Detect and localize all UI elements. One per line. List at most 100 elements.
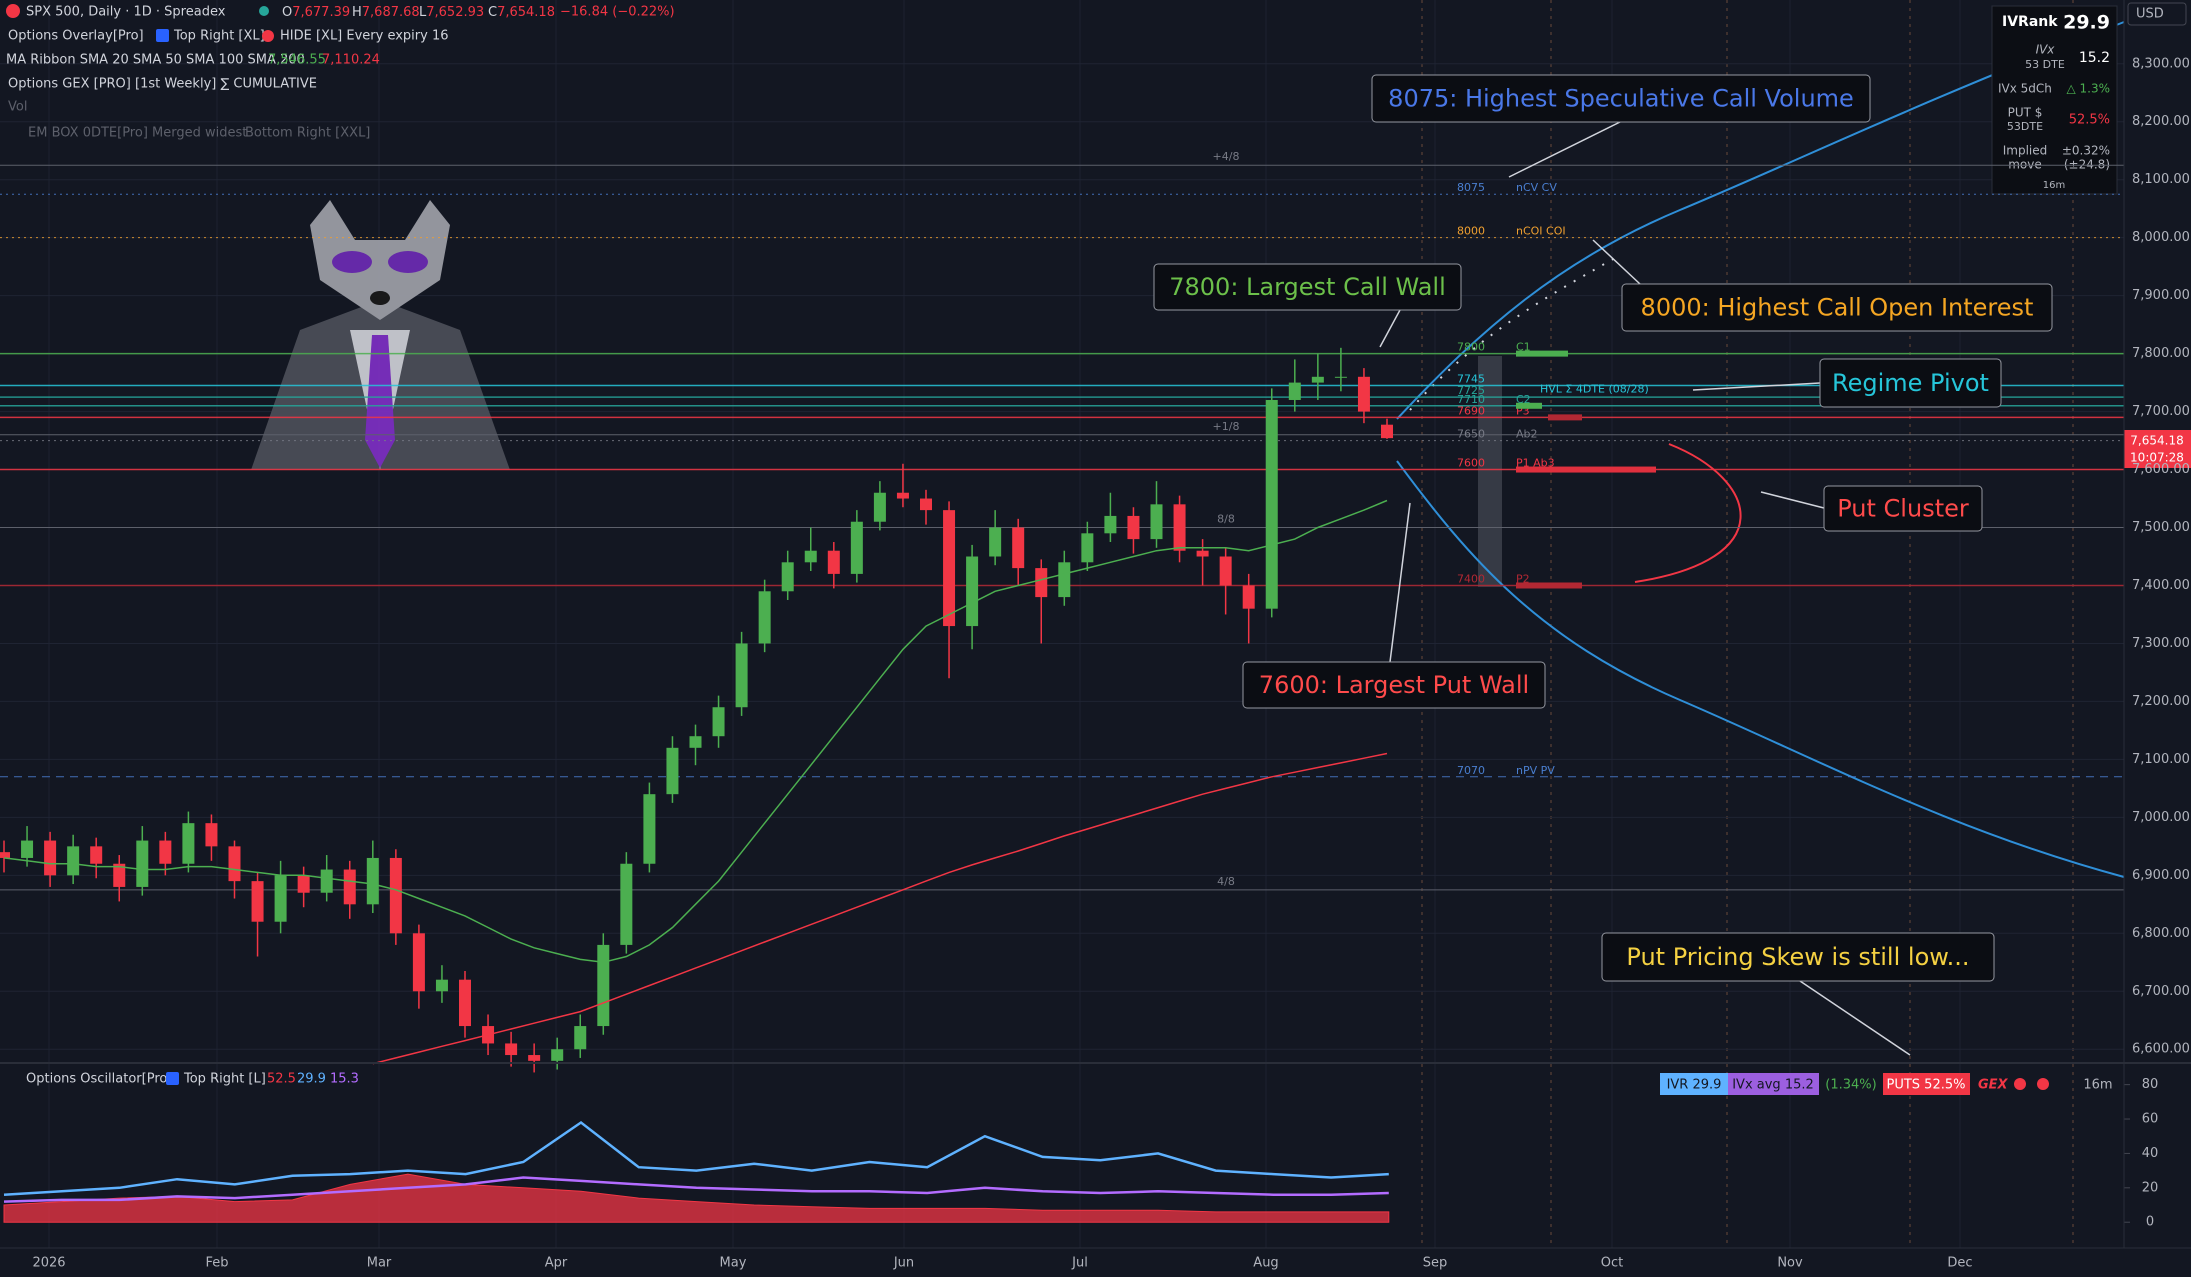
y-tick-label: 6,600.00: [2132, 1042, 2190, 1057]
callout-pointer: [1508, 121, 1621, 178]
candle-body: [758, 591, 771, 644]
callout-text: Put Pricing Skew is still low...: [1626, 943, 1969, 971]
osc-line: [3, 1176, 1389, 1203]
x-tick-label: Apr: [545, 1256, 568, 1271]
y-tick-label: 7,600.00: [2132, 462, 2190, 477]
callout-pointer: [1389, 502, 1411, 663]
level-label: 7600: [1457, 457, 1485, 470]
level-tag: Ab2: [1516, 428, 1538, 441]
osc-y-tick-label: 60: [2142, 1112, 2159, 1127]
level-label: 7800: [1457, 341, 1485, 354]
callout-text: 8075: Highest Speculative Call Volume: [1388, 85, 1854, 113]
candle-body: [574, 1026, 587, 1050]
candle-body: [159, 840, 172, 864]
dot: [2014, 1078, 2026, 1090]
checkbox[interactable]: [156, 29, 169, 42]
osc-y-tick-label: 40: [2142, 1146, 2159, 1161]
badge: (1.34%): [1825, 1078, 1876, 1093]
checkbox[interactable]: [166, 1072, 179, 1085]
candle-body: [1357, 376, 1370, 412]
callout-box: [1371, 74, 1871, 123]
murrey-label: 8/8: [1217, 513, 1235, 526]
badge-bg: [1728, 1073, 1819, 1095]
callout-pointer: [1799, 980, 1911, 1056]
gex-bar: [1516, 402, 1542, 409]
candle-body: [551, 1049, 564, 1061]
y-tick-label: 6,900.00: [2132, 868, 2190, 883]
hide-icon: [262, 30, 274, 42]
ohlc-low: L7,652.93: [419, 5, 484, 20]
gex-bar: [1548, 414, 1582, 421]
gex-bar: [1516, 466, 1656, 473]
candle-body: [297, 875, 310, 893]
candle-body: [412, 933, 425, 992]
osc-line: [3, 1120, 1389, 1196]
osc-area: [3, 1173, 1390, 1223]
murrey-label: 4/8: [1217, 875, 1235, 888]
candle-body: [1035, 568, 1048, 598]
osc-value: 52.5: [267, 1072, 296, 1087]
ivx5-label: IVx 5dCh: [1998, 82, 2052, 96]
candle-body: [251, 881, 264, 922]
candle-body: [689, 736, 702, 748]
x-tick-label: Mar: [367, 1256, 392, 1271]
ohlc-key: H: [352, 5, 362, 20]
projection-dots: [1409, 254, 1621, 411]
level-tag: nPV PV: [1516, 764, 1555, 777]
callout-box: [1153, 263, 1462, 311]
candle-body: [113, 863, 126, 887]
currency-button[interactable]: [2127, 2, 2187, 26]
currency: USD: [2136, 7, 2164, 22]
candle-body: [1173, 504, 1186, 551]
candle-body: [643, 794, 656, 864]
candle-body: [1127, 515, 1140, 540]
x-tick-label: Feb: [205, 1256, 228, 1271]
murrey-label: +4/8: [1213, 150, 1240, 163]
ivx-label: IVx: [2036, 43, 2056, 57]
level-tag: HVL Σ 4DTE (08/28): [1540, 382, 1649, 395]
candle-body: [1219, 556, 1232, 586]
ohlc-key: O: [282, 5, 292, 20]
y-tick-label: 7,800.00: [2132, 346, 2190, 361]
candle-body: [0, 852, 10, 858]
level-tag: P1 Ab3: [1516, 457, 1555, 470]
osc-y-tick-label: 20: [2142, 1180, 2159, 1195]
em-box: [1478, 356, 1502, 587]
price-tag-time: 10:07:28: [2130, 451, 2184, 465]
candle-body: [943, 510, 956, 627]
candle-body: [228, 846, 241, 882]
candle-body: [320, 869, 333, 893]
x-tick-label: Sep: [1423, 1256, 1448, 1271]
level-label: 7745: [1457, 372, 1485, 385]
callout-box: [1601, 932, 1995, 982]
y-tick-label: 8,100.00: [2132, 172, 2190, 187]
callout-pointer: [1379, 309, 1401, 348]
y-tick-label: 7,400.00: [2132, 578, 2190, 593]
candle-body: [1311, 376, 1324, 383]
panel-bg: [1991, 5, 2118, 195]
level-label: 7690: [1457, 404, 1485, 417]
candle-body: [205, 823, 218, 847]
im-label: Implied: [2003, 144, 2048, 158]
level-tag: C2: [1516, 393, 1531, 406]
candle-body: [850, 521, 863, 574]
overlay-name: Options Overlay[Pro]: [8, 29, 144, 44]
candle-body: [1334, 376, 1347, 378]
candle-body: [274, 875, 287, 922]
callout-text: Regime Pivot: [1832, 369, 1989, 397]
candle-body: [1196, 550, 1209, 557]
level-label: 8075: [1457, 181, 1485, 194]
ohlc-close: C7,654.18: [488, 5, 555, 20]
put-label: PUT $: [2008, 106, 2043, 120]
callout-text: 7800: Largest Call Wall: [1169, 273, 1446, 301]
x-tick-label: Nov: [1777, 1256, 1803, 1271]
candle-body: [343, 869, 356, 905]
candle-body: [1242, 585, 1255, 609]
y-tick-label: 7,700.00: [2132, 404, 2190, 419]
ohlc-value: 7,687.68: [362, 5, 420, 20]
candle-body: [505, 1043, 518, 1056]
level-label: 7725: [1457, 384, 1485, 397]
candle-body: [804, 550, 817, 563]
ohlc-value: 7,654.18: [497, 5, 555, 20]
embox-name: EM BOX 0DTE[Pro] Merged widest: [28, 126, 247, 141]
